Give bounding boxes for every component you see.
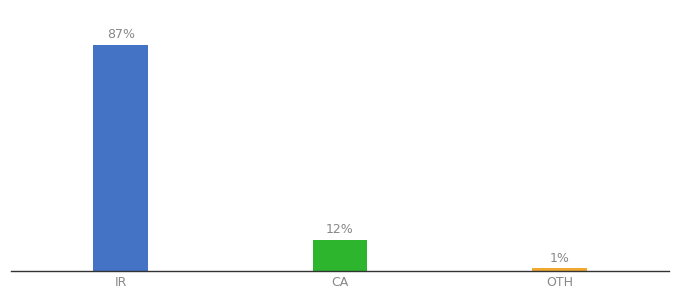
Text: 1%: 1%: [549, 251, 569, 265]
Text: 87%: 87%: [107, 28, 135, 41]
Bar: [532, 268, 587, 271]
Bar: [93, 45, 148, 271]
Text: 12%: 12%: [326, 223, 354, 236]
Bar: [313, 240, 367, 271]
